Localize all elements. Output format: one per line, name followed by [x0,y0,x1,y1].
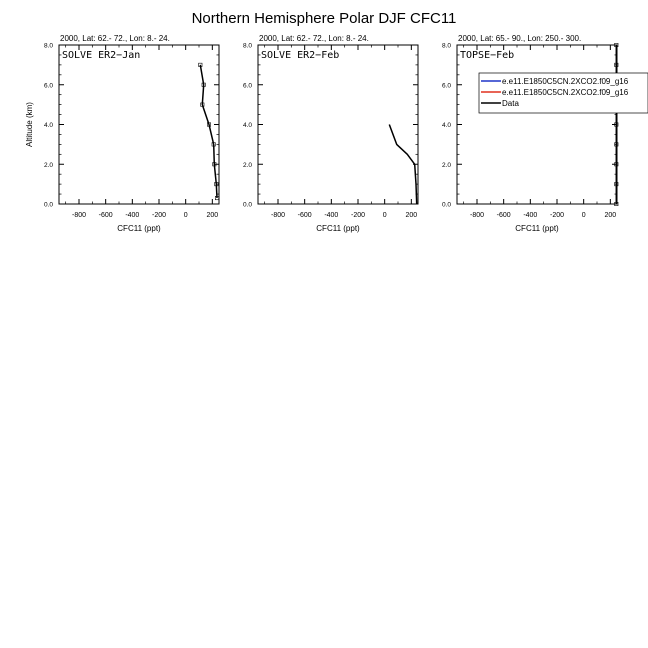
x-tick-label: 0 [184,212,188,219]
data-point-marker [200,102,205,107]
data-point-marker [201,82,206,87]
x-tick-label: -200 [351,212,365,219]
y-tick-label: 4.0 [243,122,252,129]
x-tick-label: -600 [497,212,511,219]
y-tick-label: 0.0 [243,202,252,209]
x-tick-label: -400 [523,212,537,219]
x-axis-label: CFC11 (ppt) [117,224,161,233]
panel-label: SOLVE ER2−Jan [62,50,140,61]
data-point-marker [614,122,619,127]
data-point-marker [614,42,619,47]
y-tick-label: 8.0 [243,43,252,50]
series-line-1 [199,64,218,199]
x-tick-label: -800 [72,212,86,219]
x-tick-label: 200 [604,212,616,219]
x-tick-label: -200 [152,212,166,219]
y-tick-label: 2.0 [243,162,252,169]
y-tick-label: 8.0 [44,43,53,50]
y-axis-label: Altitude (km) [25,102,34,147]
figure-title: Northern Hemisphere Polar DJF CFC11 [192,10,457,27]
y-tick-label: 0.0 [44,202,53,209]
data-point-marker [211,142,216,147]
data-point-marker [198,62,203,67]
y-tick-label: 6.0 [44,82,53,89]
y-tick-label: 4.0 [442,122,451,129]
chart-panel-2: -800 -600 -400 -200 0 200 0.0 2.0 4.0 6.0 8.0 2000,… [243,34,419,233]
plot-frame [58,44,220,205]
x-tick-label: -600 [298,212,312,219]
series-line-1 [388,124,418,205]
legend-entry: e.e11.E1850C5CN.2XCO2.f09_g16 [502,88,629,97]
panel-label: SOLVE ER2−Feb [261,50,339,61]
x-tick-label: -400 [125,212,139,219]
x-tick-label: 200 [405,212,417,219]
y-tick-label: 0.0 [442,202,451,209]
chart-panels: -800 -600 -400 -200 0 200 0.0 2.0 4.0 6.0 8.0 2000,… [25,34,648,233]
legend-entry: e.e11.E1850C5CN.2XCO2.f09_g16 [502,77,629,86]
x-axis-label: CFC11 (ppt) [316,224,360,233]
chart-panel-1: -800 -600 -400 -200 0 200 0.0 2.0 4.0 6.0 8.0 2000,… [25,34,220,233]
data-point-marker [207,122,212,127]
data-point-marker [214,182,219,187]
x-tick-label: 0 [582,212,586,219]
plot-frame [257,44,419,205]
panel-header: 2000, Lat: 65.- 90., Lon: 250.- 300. [458,34,581,43]
plot-frame [456,44,618,205]
chart-panel-3: -800 -600 -400 -200 0 200 0.0 2.0 4.0 6.0 8.0 2000,… [442,34,648,233]
data-point-marker [212,162,217,167]
y-tick-label: 4.0 [44,122,53,129]
y-tick-label: 6.0 [243,82,252,89]
legend-box [478,72,648,114]
x-tick-label: 0 [383,212,387,219]
panel-header: 2000, Lat: 62.- 72., Lon: 8.- 24. [259,34,369,43]
x-tick-label: 200 [206,212,218,219]
x-tick-label: -800 [470,212,484,219]
data-point-marker [614,202,619,207]
x-axis-label: CFC11 (ppt) [515,224,559,233]
y-tick-label: 2.0 [44,162,53,169]
x-tick-label: -600 [99,212,113,219]
data-point-marker [614,182,619,187]
data-point-marker [614,162,619,167]
legend-entry: Data [502,99,519,108]
data-point-marker [614,62,619,67]
x-tick-label: -200 [550,212,564,219]
panel-header: 2000, Lat: 62.- 72., Lon: 8.- 24. [60,34,170,43]
x-tick-label: -800 [271,212,285,219]
panel-label: TOPSE−Feb [460,50,514,61]
y-tick-label: 2.0 [442,162,451,169]
x-tick-label: -400 [324,212,338,219]
y-tick-label: 6.0 [442,82,451,89]
y-tick-label: 8.0 [442,43,451,50]
data-point-marker [614,142,619,147]
data-point-marker [215,196,220,201]
